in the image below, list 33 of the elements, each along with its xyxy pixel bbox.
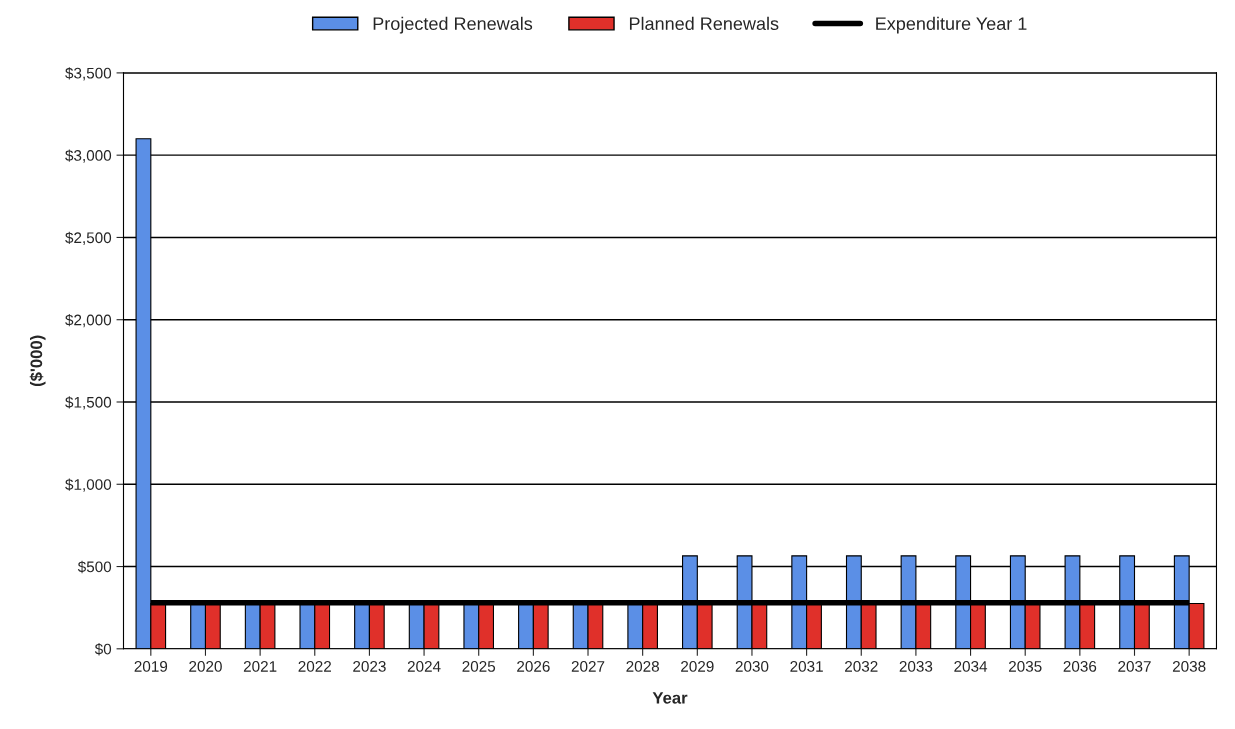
- y-axis-title: ($'000): [29, 335, 46, 387]
- x-tick-label: 2034: [954, 661, 988, 672]
- x-tick-label: 2035: [1008, 661, 1042, 672]
- legend-label: Projected Renewals: [373, 16, 533, 34]
- x-axis-title: Year: [652, 692, 688, 704]
- x-tick-label: 2038: [1172, 661, 1206, 672]
- y-tick-label: $500: [77, 560, 112, 574]
- x-tick-label: 2030: [735, 661, 769, 672]
- y-tick-label: $2,000: [65, 313, 112, 328]
- x-tick-label: 2037: [1118, 661, 1151, 672]
- y-tick-label: $1,500: [65, 396, 112, 410]
- x-tick-label: 2031: [790, 661, 823, 672]
- x-tick-label: 2032: [845, 661, 878, 672]
- x-tick-label: 2029: [681, 661, 714, 672]
- x-tick-label: 2036: [1063, 661, 1097, 672]
- x-tick-label: 2024: [407, 661, 441, 672]
- y-tick-label: $3,500: [65, 67, 112, 81]
- x-tick-label: 2033: [899, 661, 933, 672]
- x-tick-label: 2025: [462, 661, 496, 672]
- x-tick-label: 2021: [243, 661, 277, 672]
- legend-label: Expenditure Year 1: [876, 16, 1027, 34]
- x-tick-label: 2028: [626, 661, 659, 672]
- x-tick-label: 2019: [134, 661, 168, 672]
- x-tick-label: 2020: [189, 661, 222, 672]
- y-tick-label: $1,000: [65, 478, 112, 492]
- x-tick-label: 2023: [353, 661, 386, 672]
- y-tick-label: $2,500: [65, 231, 112, 245]
- y-tick-label: $3,000: [65, 149, 112, 163]
- x-tick-label: 2027: [571, 661, 605, 672]
- x-tick-label: 2026: [517, 661, 550, 672]
- y-tick-label: $0: [94, 643, 112, 656]
- legend-label: Planned Renewals: [629, 16, 779, 31]
- x-tick-label: 2022: [298, 661, 331, 672]
